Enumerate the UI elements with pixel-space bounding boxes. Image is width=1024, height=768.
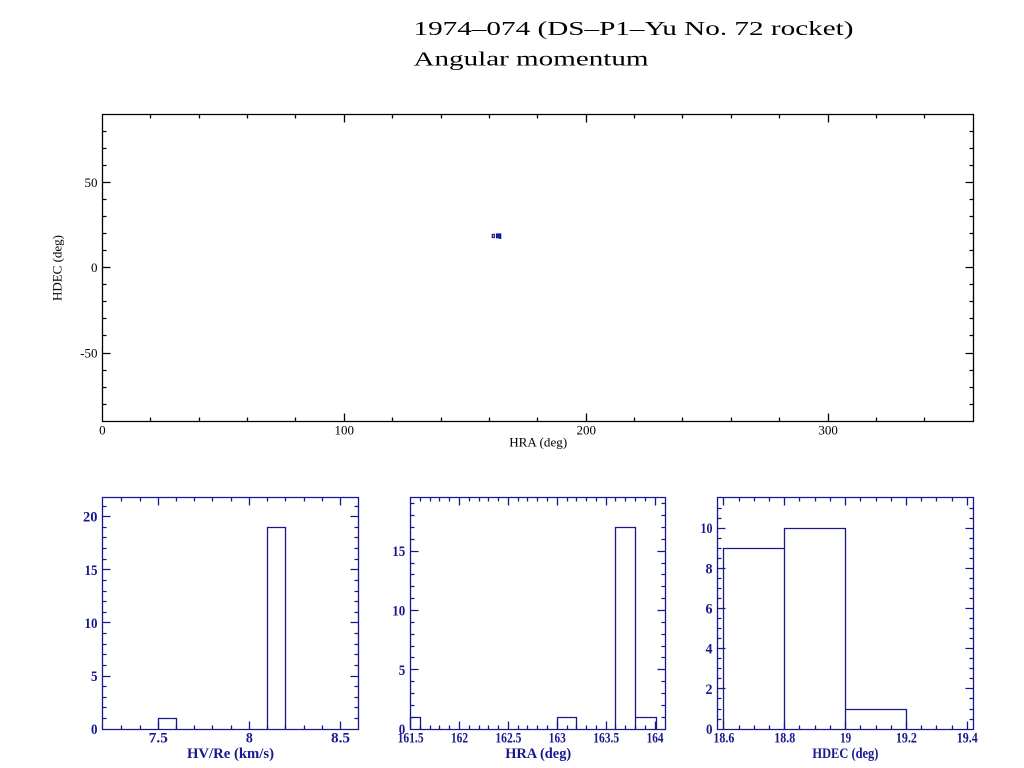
svg-text:7.5: 7.5 bbox=[149, 731, 168, 747]
svg-text:0: 0 bbox=[99, 422, 106, 437]
svg-text:HV/Re (km/s): HV/Re (km/s) bbox=[187, 746, 274, 762]
svg-text:5: 5 bbox=[399, 663, 406, 679]
svg-text:18.6: 18.6 bbox=[713, 731, 734, 747]
svg-text:50: 50 bbox=[85, 175, 98, 190]
svg-text:Angular momentum: Angular momentum bbox=[414, 49, 650, 71]
svg-text:-50: -50 bbox=[80, 345, 97, 360]
svg-text:10: 10 bbox=[701, 521, 713, 537]
svg-text:161.5: 161.5 bbox=[398, 731, 424, 747]
svg-text:20: 20 bbox=[83, 510, 98, 526]
svg-text:HRA (deg): HRA (deg) bbox=[505, 746, 571, 762]
svg-text:4: 4 bbox=[706, 642, 713, 658]
svg-text:10: 10 bbox=[85, 616, 98, 632]
svg-text:5: 5 bbox=[91, 669, 98, 685]
svg-text:HDEC (deg): HDEC (deg) bbox=[50, 235, 65, 301]
svg-text:8: 8 bbox=[706, 561, 713, 577]
svg-text:19.2: 19.2 bbox=[896, 731, 917, 747]
svg-text:0: 0 bbox=[706, 722, 713, 738]
svg-text:200: 200 bbox=[576, 422, 596, 437]
svg-text:163.5: 163.5 bbox=[593, 731, 619, 747]
svg-text:HDEC (deg): HDEC (deg) bbox=[812, 746, 878, 762]
svg-text:0: 0 bbox=[399, 722, 406, 738]
svg-text:2: 2 bbox=[706, 682, 713, 698]
svg-text:162.5: 162.5 bbox=[495, 731, 521, 747]
svg-text:164: 164 bbox=[647, 731, 664, 747]
svg-text:1974–074 (DS–P1–Yu No. 72 rock: 1974–074 (DS–P1–Yu No. 72 rocket) bbox=[414, 18, 854, 40]
svg-text:15: 15 bbox=[392, 544, 405, 560]
svg-text:8.5: 8.5 bbox=[331, 731, 350, 747]
svg-text:10: 10 bbox=[392, 604, 405, 620]
svg-text:300: 300 bbox=[818, 422, 838, 437]
svg-text:8: 8 bbox=[246, 731, 253, 747]
svg-text:162: 162 bbox=[451, 731, 468, 747]
svg-text:6: 6 bbox=[706, 602, 713, 618]
svg-text:19: 19 bbox=[840, 731, 851, 747]
svg-text:HRA (deg): HRA (deg) bbox=[509, 435, 567, 450]
svg-text:100: 100 bbox=[335, 422, 355, 437]
svg-text:18.8: 18.8 bbox=[774, 731, 795, 747]
svg-text:0: 0 bbox=[91, 722, 98, 738]
svg-text:0: 0 bbox=[91, 260, 98, 275]
svg-text:163: 163 bbox=[549, 731, 566, 747]
svg-text:19.4: 19.4 bbox=[957, 731, 978, 747]
svg-text:15: 15 bbox=[85, 563, 98, 579]
